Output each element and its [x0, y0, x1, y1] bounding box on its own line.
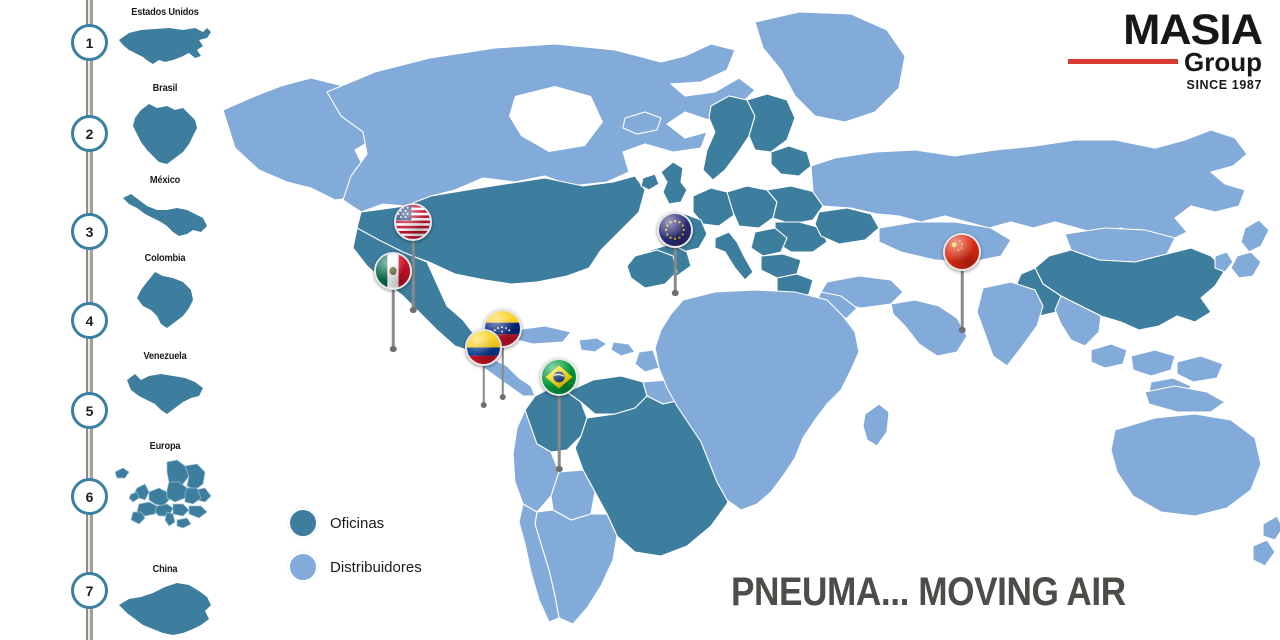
map-pin-brasil[interactable]	[540, 358, 578, 474]
country-shape-brazil	[110, 96, 220, 172]
flag-icon-us	[394, 203, 432, 241]
flag-icon-eu	[657, 212, 693, 248]
country-shape-usa	[110, 20, 220, 72]
legend-label-distribuidores: Distribuidores	[330, 558, 422, 576]
sidebar-label-brasil: Brasil	[152, 82, 178, 94]
timeline-node-1[interactable]: 1	[71, 24, 108, 61]
country-shape-mexico	[110, 188, 220, 250]
sidebar-label-mexico: México	[149, 174, 181, 186]
logo-group-text: Group	[1184, 46, 1262, 77]
pin-stem	[499, 346, 505, 400]
timeline-node-number: 3	[85, 223, 94, 240]
flag-icon-br	[540, 358, 578, 396]
sidebar-label-colombia: Colombia	[144, 252, 186, 264]
tagline: PNEUMA... MOVING AIR	[731, 570, 1126, 614]
pin-stem	[672, 246, 678, 296]
pin-stem	[480, 364, 486, 408]
sidebar-item-mexico[interactable]: México	[110, 174, 220, 250]
sidebar-label-estados-unidos: Estados Unidos	[131, 6, 199, 18]
map-pin-mexico[interactable]	[374, 252, 412, 352]
world-map: .dist{fill:#83abd9;stroke:#ffffff;stroke…	[215, 0, 1280, 640]
flag-icon-co	[465, 329, 502, 366]
pin-stem	[959, 269, 965, 333]
pin-stem	[390, 288, 396, 352]
country-shape-europe	[110, 454, 220, 532]
sidebar-item-brasil[interactable]: Brasil	[110, 82, 220, 172]
country-shape-china	[110, 577, 220, 640]
sidebar-label-europa: Europa	[149, 440, 181, 452]
timeline-node-3[interactable]: 3	[71, 213, 108, 250]
sidebar-item-estados-unidos[interactable]: Estados Unidos	[110, 6, 220, 72]
legend-dot-distributor	[288, 552, 318, 582]
pin-stem	[410, 239, 416, 313]
country-timeline-sidebar: 1 2 3 4 5 6 7 Estados Unidos	[0, 0, 220, 640]
timeline-node-4[interactable]: 4	[71, 302, 108, 339]
map-pin-europa[interactable]	[657, 212, 693, 298]
sidebar-label-china: China	[152, 563, 178, 575]
map-pin-estados-unidos[interactable]	[394, 203, 432, 313]
timeline-node-number: 6	[85, 488, 94, 505]
legend-item-oficinas: Oficinas	[288, 508, 422, 538]
map-legend: Oficinas Distribuidores	[288, 508, 422, 596]
map-pin-colombia[interactable]	[465, 329, 502, 411]
map-pin-china[interactable]	[943, 233, 981, 333]
timeline-node-number: 2	[85, 125, 94, 142]
timeline-node-7[interactable]: 7	[71, 572, 108, 609]
timeline-node-number: 4	[85, 312, 94, 329]
flag-icon-cn	[943, 233, 981, 271]
legend-item-distribuidores: Distribuidores	[288, 552, 422, 582]
country-shape-colombia	[110, 266, 220, 336]
timeline-node-number: 5	[85, 402, 94, 419]
pin-stem	[556, 394, 562, 472]
flag-icon-mx	[374, 252, 412, 290]
legend-label-oficinas: Oficinas	[330, 514, 385, 532]
timeline-node-5[interactable]: 5	[71, 392, 108, 429]
timeline-node-2[interactable]: 2	[71, 115, 108, 152]
timeline-node-number: 7	[85, 582, 94, 599]
map-pin-venezuela[interactable]	[483, 309, 522, 401]
sidebar-item-venezuela[interactable]: Venezuela	[110, 350, 220, 426]
sidebar-item-colombia[interactable]: Colombia	[110, 252, 220, 336]
logo-red-bar	[1068, 59, 1178, 65]
sidebar-item-europa[interactable]: Europa	[110, 440, 220, 532]
legend-dot-office	[288, 508, 318, 538]
sidebar-label-venezuela: Venezuela	[143, 350, 187, 362]
country-shape-venezuela	[110, 364, 220, 426]
timeline-node-6[interactable]: 6	[71, 478, 108, 515]
sidebar-item-china[interactable]: China	[110, 563, 220, 640]
logo-since-text: SINCE 1987	[1186, 77, 1262, 92]
masia-group-logo: MASIA Group SINCE 1987	[1042, 9, 1263, 92]
logo-wordmark: MASIA	[1123, 6, 1263, 54]
timeline-node-number: 1	[85, 34, 94, 51]
